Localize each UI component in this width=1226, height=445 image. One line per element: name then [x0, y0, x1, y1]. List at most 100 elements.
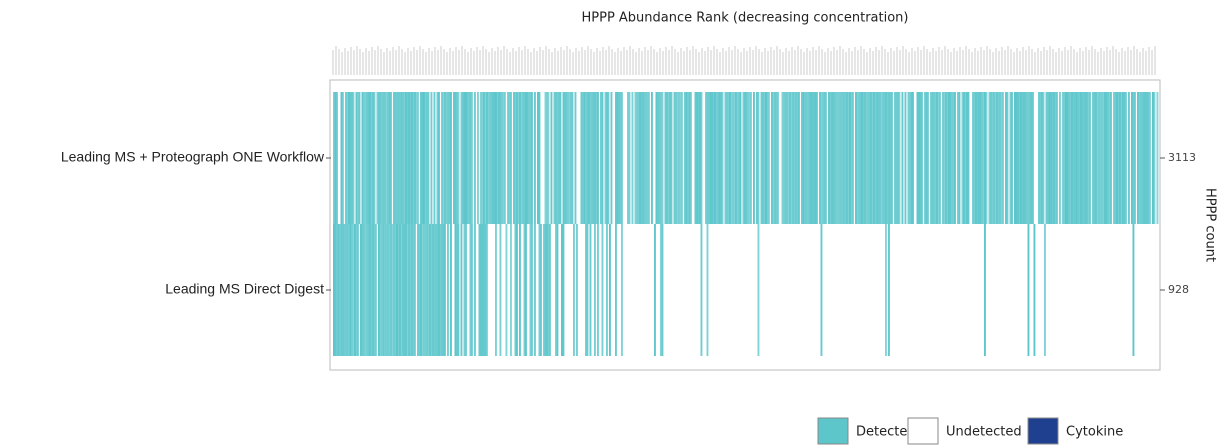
detection-stripe [367, 224, 370, 356]
detection-stripe [916, 92, 919, 224]
detection-stripe [660, 92, 662, 224]
detection-stripe [1095, 92, 1097, 224]
detection-stripe [531, 92, 533, 224]
detection-stripe [807, 92, 809, 224]
detection-stripe [1149, 92, 1151, 224]
detection-stripe [796, 92, 799, 224]
detection-stripe [898, 92, 901, 224]
detection-stripe [954, 92, 956, 224]
detection-stripe [465, 224, 467, 356]
detection-stripe [1039, 92, 1042, 224]
detection-stripe [364, 92, 367, 224]
detection-stripe [556, 92, 559, 224]
detection-stripe [790, 92, 793, 224]
detection-stripe [510, 224, 512, 356]
detection-stripe [864, 92, 866, 224]
detection-stripe [1068, 92, 1070, 224]
detection-stripe [891, 92, 893, 224]
detection-stripe [1131, 92, 1133, 224]
detection-stripe [910, 92, 913, 224]
detection-stripe [766, 92, 769, 224]
detection-stripe [561, 224, 563, 356]
detection-stripe [732, 92, 734, 224]
detection-stripe [816, 92, 818, 224]
detection-stripe [408, 224, 410, 356]
detection-stripe [379, 92, 382, 224]
detection-stripe [1041, 92, 1043, 224]
detection-stripe [517, 92, 520, 224]
detection-stripe [777, 92, 779, 224]
detection-stripe [502, 92, 505, 224]
detection-stripe [933, 92, 935, 224]
detection-stripe [999, 92, 1001, 224]
detection-stripe [546, 92, 548, 224]
detection-stripe [604, 92, 607, 224]
detection-stripe [1038, 92, 1040, 224]
detection-stripe [709, 92, 712, 224]
detection-stripe [885, 92, 887, 224]
detection-stripe [849, 92, 851, 224]
detection-stripe [399, 92, 401, 224]
detection-stripe [1122, 92, 1124, 224]
detection-stripe [1045, 92, 1048, 224]
detection-stripe [436, 92, 439, 224]
heatmap-row [333, 224, 1158, 356]
detection-stripe [1054, 92, 1057, 224]
detection-stripe [400, 224, 403, 356]
detection-stripe [990, 92, 992, 224]
detection-stripe [786, 92, 788, 224]
detection-stripe [1027, 92, 1030, 224]
detection-stripe [486, 92, 488, 224]
detection-stripe [1002, 92, 1004, 224]
detection-stripe [406, 224, 409, 356]
detection-stripe [1072, 92, 1075, 224]
detection-stripe [1069, 92, 1072, 224]
detection-stripe [918, 92, 920, 224]
detection-stripe [495, 92, 497, 224]
detection-stripe [478, 224, 481, 356]
detection-stripe [585, 92, 587, 224]
detection-stripe [477, 92, 479, 224]
detection-stripe [361, 224, 364, 356]
detection-stripe [772, 92, 775, 224]
detection-stripe [447, 92, 449, 224]
detection-stripe [534, 92, 536, 224]
detection-stripe [352, 92, 355, 224]
detection-stripe [939, 92, 941, 224]
detection-stripe [585, 224, 587, 356]
detection-stripe [798, 92, 800, 224]
detection-stripe [867, 92, 869, 224]
detection-stripe [526, 92, 529, 224]
detection-stripe [589, 92, 592, 224]
detection-stripe [876, 92, 878, 224]
detection-stripe [438, 92, 440, 224]
detection-stripe [801, 92, 803, 224]
detection-stripe [514, 92, 517, 224]
detection-stripe [757, 224, 760, 356]
detection-stripe [886, 92, 889, 224]
detection-stripe [861, 92, 863, 224]
detection-stripe [1146, 92, 1148, 224]
detection-stripe [784, 92, 787, 224]
legend-swatch [1027, 417, 1059, 445]
detection-stripe [372, 224, 374, 356]
detection-stripe [499, 224, 502, 356]
detection-stripe [763, 92, 766, 224]
detection-stripe [1099, 92, 1102, 224]
detection-stripe [456, 92, 458, 224]
detection-stripe [544, 224, 547, 356]
detection-stripe [534, 224, 536, 356]
detection-stripe [832, 92, 835, 224]
detection-stripe [495, 224, 497, 356]
detection-stripe [675, 92, 677, 224]
detection-stripe [471, 224, 473, 356]
detection-stripe [564, 92, 566, 224]
detection-stripe [463, 92, 466, 224]
detection-stripe [474, 92, 476, 224]
detection-stripe [850, 92, 853, 224]
detection-stripe [1078, 92, 1081, 224]
detection-stripe [880, 92, 883, 224]
detection-stripe [583, 92, 586, 224]
detection-stripe [984, 92, 986, 224]
detection-stripe [567, 92, 569, 224]
